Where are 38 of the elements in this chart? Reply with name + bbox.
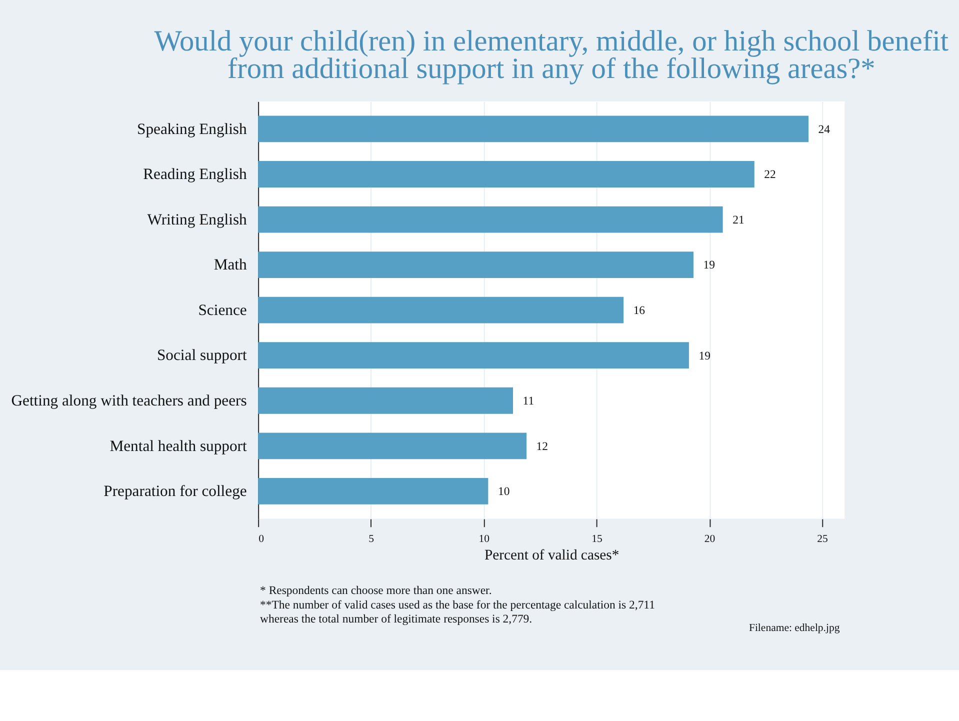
x-tick-label: 5 [368, 532, 374, 545]
x-axis-title: Percent of valid cases* [484, 547, 620, 564]
y-tick-label: Math [214, 256, 248, 274]
bar [258, 252, 694, 278]
y-tick-label: Preparation for college [104, 483, 247, 500]
x-tick-label: 20 [704, 532, 716, 545]
data-label: 22 [764, 168, 776, 182]
data-label: 19 [698, 349, 711, 362]
y-tick-label: Writing English [147, 211, 248, 228]
y-tick-label: Reading English [143, 166, 248, 184]
x-tick-label: 25 [817, 532, 828, 545]
y-tick-label: Social support [156, 347, 248, 364]
data-label: 24 [818, 122, 830, 136]
text: Filename: edhelp.jpg [748, 622, 840, 634]
x-tick-label: 0 [258, 532, 264, 545]
bar [258, 116, 809, 142]
bar [258, 342, 689, 369]
data-label: 12 [536, 440, 548, 453]
y-tick-label: Getting along with teachers and peers [11, 392, 247, 410]
data-label: 11 [522, 394, 534, 408]
x-tick-label: 15 [592, 532, 602, 545]
y-tick-label: Science [198, 302, 247, 319]
bar [258, 206, 723, 233]
bar [258, 296, 624, 324]
text: * Respondents can choose more than one answer. [260, 584, 492, 598]
data-label: 21 [732, 213, 744, 226]
y-tick-label: Speaking English [137, 120, 248, 138]
bar [258, 387, 513, 414]
y-tick-label: Mental health support [110, 438, 248, 455]
text: **The number of valid cases used as the base for the percentage calculation is 2,711 whereas the total number of legitimate responses is 2,779. [260, 598, 656, 626]
data-label: 16 [633, 304, 646, 317]
x-tick-label: 10 [478, 532, 490, 545]
data-label: 10 [498, 485, 510, 498]
data-label: 19 [703, 258, 716, 272]
bar [258, 478, 488, 504]
bar [258, 432, 527, 460]
bar [258, 161, 754, 188]
chart-title: Would your child(ren) in elementary, middle, or high school benefit from additional support in any of the following areas?* [154, 26, 948, 85]
